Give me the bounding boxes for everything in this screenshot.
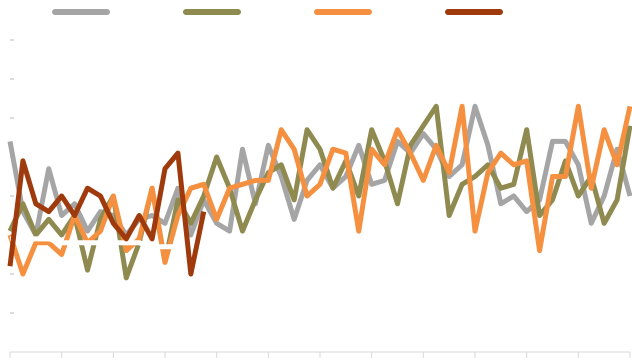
series-line — [10, 236, 191, 250]
series-line — [7, 103, 632, 277]
series-line — [7, 150, 207, 277]
series-line — [7, 103, 632, 281]
series-line — [7, 103, 632, 238]
